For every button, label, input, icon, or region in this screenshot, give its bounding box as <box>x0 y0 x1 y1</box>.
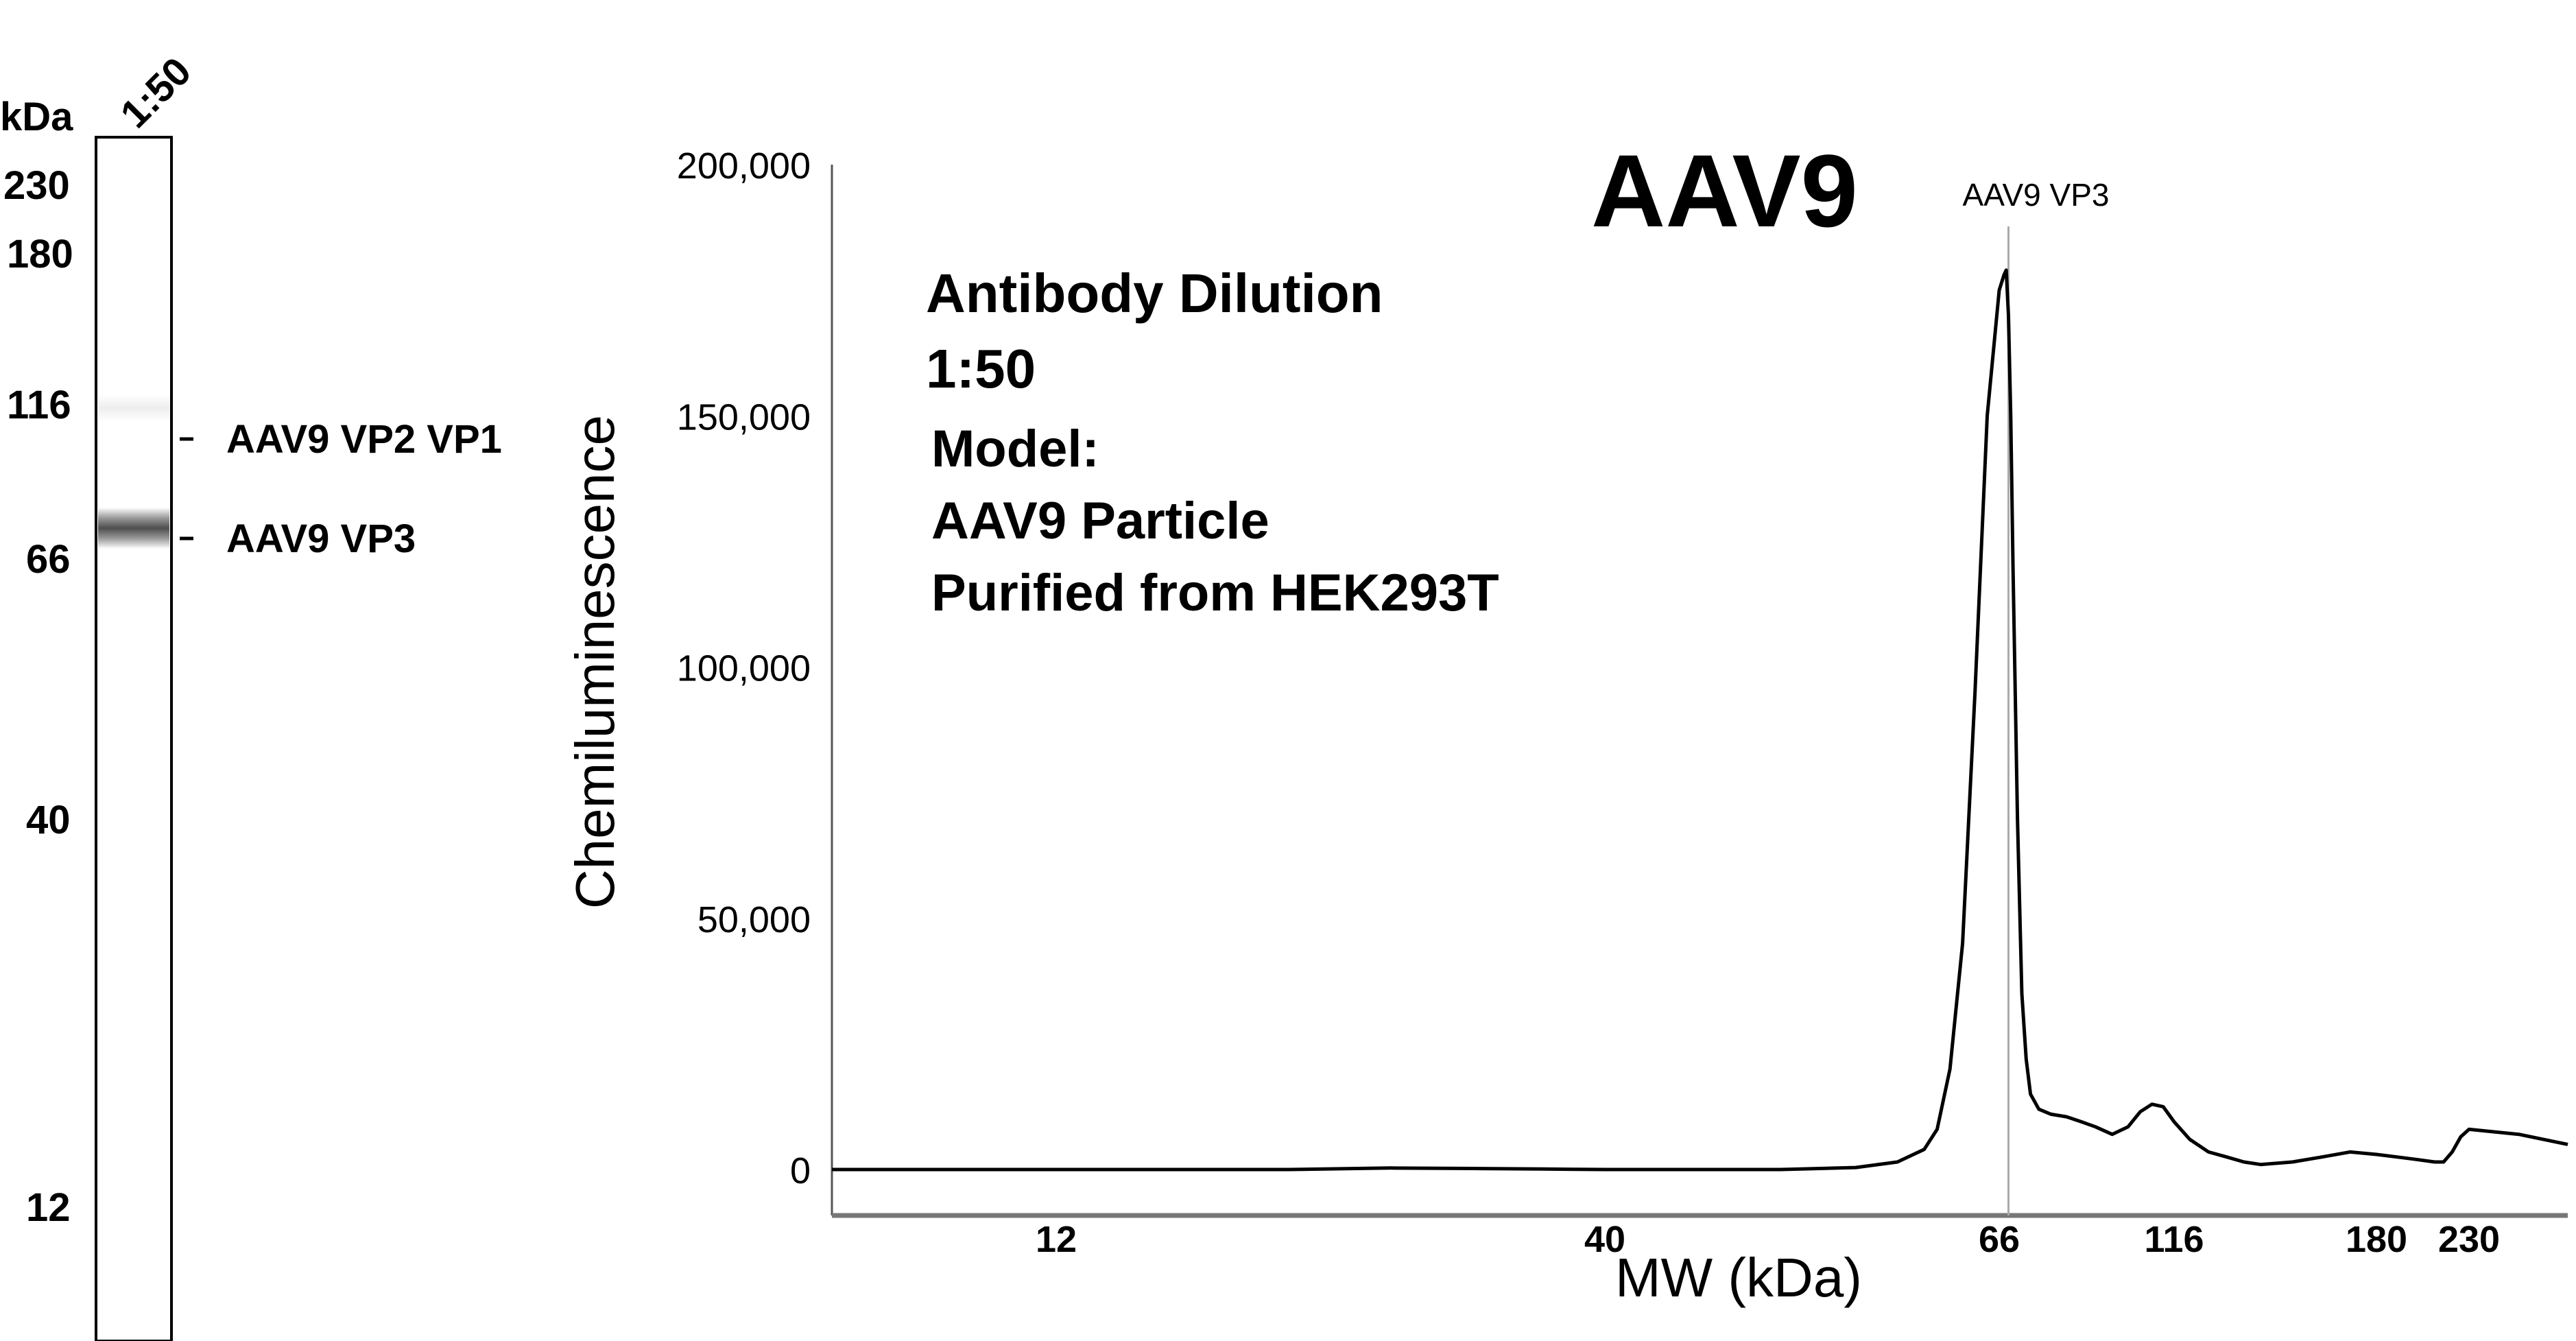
gel-band-vp2-vp1 <box>98 394 169 422</box>
gel-band-label-vp2-vp1: AAV9 VP2 VP1 <box>226 417 502 462</box>
y-tick-label: 200,000 <box>677 145 811 187</box>
info-text: Antibody Dilution 1:50 Model: AAV9 Parti… <box>926 263 1499 622</box>
x-tick-label: 66 <box>1979 1219 2020 1260</box>
gel-marker-12: 12 <box>26 1185 71 1230</box>
trace-line <box>832 268 2568 1172</box>
chart: AAV9 Antibody Dilution 1:50 Model: AAV9 … <box>564 133 2568 1308</box>
gel-marker-116: 116 <box>7 383 71 427</box>
gel-marker-40: 40 <box>26 798 71 842</box>
y-axis-label: Chemiluminescence <box>564 415 625 909</box>
info-line-1: Antibody Dilution <box>926 263 1383 324</box>
gel-panel: kDa 1:50 230 180 116 66 40 12 AAV9 <box>0 49 502 1341</box>
x-axis-label: MW (kDa) <box>1615 1247 1862 1308</box>
chart-title: AAV9 <box>1591 133 1858 248</box>
gel-band-label-vp3: AAV9 VP3 <box>226 517 416 561</box>
x-tick-label: 180 <box>2346 1219 2407 1260</box>
gel-marker-230: 230 <box>3 163 70 208</box>
y-tick-label: 100,000 <box>677 648 811 689</box>
info-line-5: Purified from HEK293T <box>931 564 1499 622</box>
x-tick-label: 230 <box>2438 1219 2500 1260</box>
info-line-3: Model: <box>931 420 1099 478</box>
gel-lane-label: 1:50 <box>112 49 200 137</box>
gel-band-vp3 <box>98 508 169 549</box>
y-ticks: 0 50,000 100,000 150,000 200,000 <box>677 145 811 1191</box>
x-tick-label: 40 <box>1584 1219 1625 1260</box>
gel-lane <box>95 136 173 1341</box>
peak-annotation-label: AAV9 VP3 <box>1963 177 2110 213</box>
gel-marker-66: 66 <box>26 537 71 582</box>
info-line-2: 1:50 <box>926 338 1036 399</box>
y-tick-label: 0 <box>790 1150 811 1191</box>
info-line-4: AAV9 Particle <box>931 492 1269 550</box>
x-tick-label: 12 <box>1036 1219 1077 1260</box>
x-tick-label: 116 <box>2144 1219 2204 1260</box>
gel-unit-label: kDa <box>0 95 73 139</box>
x-ticks: 12 40 66 116 180 230 <box>1036 1219 2500 1260</box>
y-tick-label: 150,000 <box>677 396 811 438</box>
y-tick-label: 50,000 <box>697 899 811 940</box>
gel-marker-180: 180 <box>7 232 73 276</box>
